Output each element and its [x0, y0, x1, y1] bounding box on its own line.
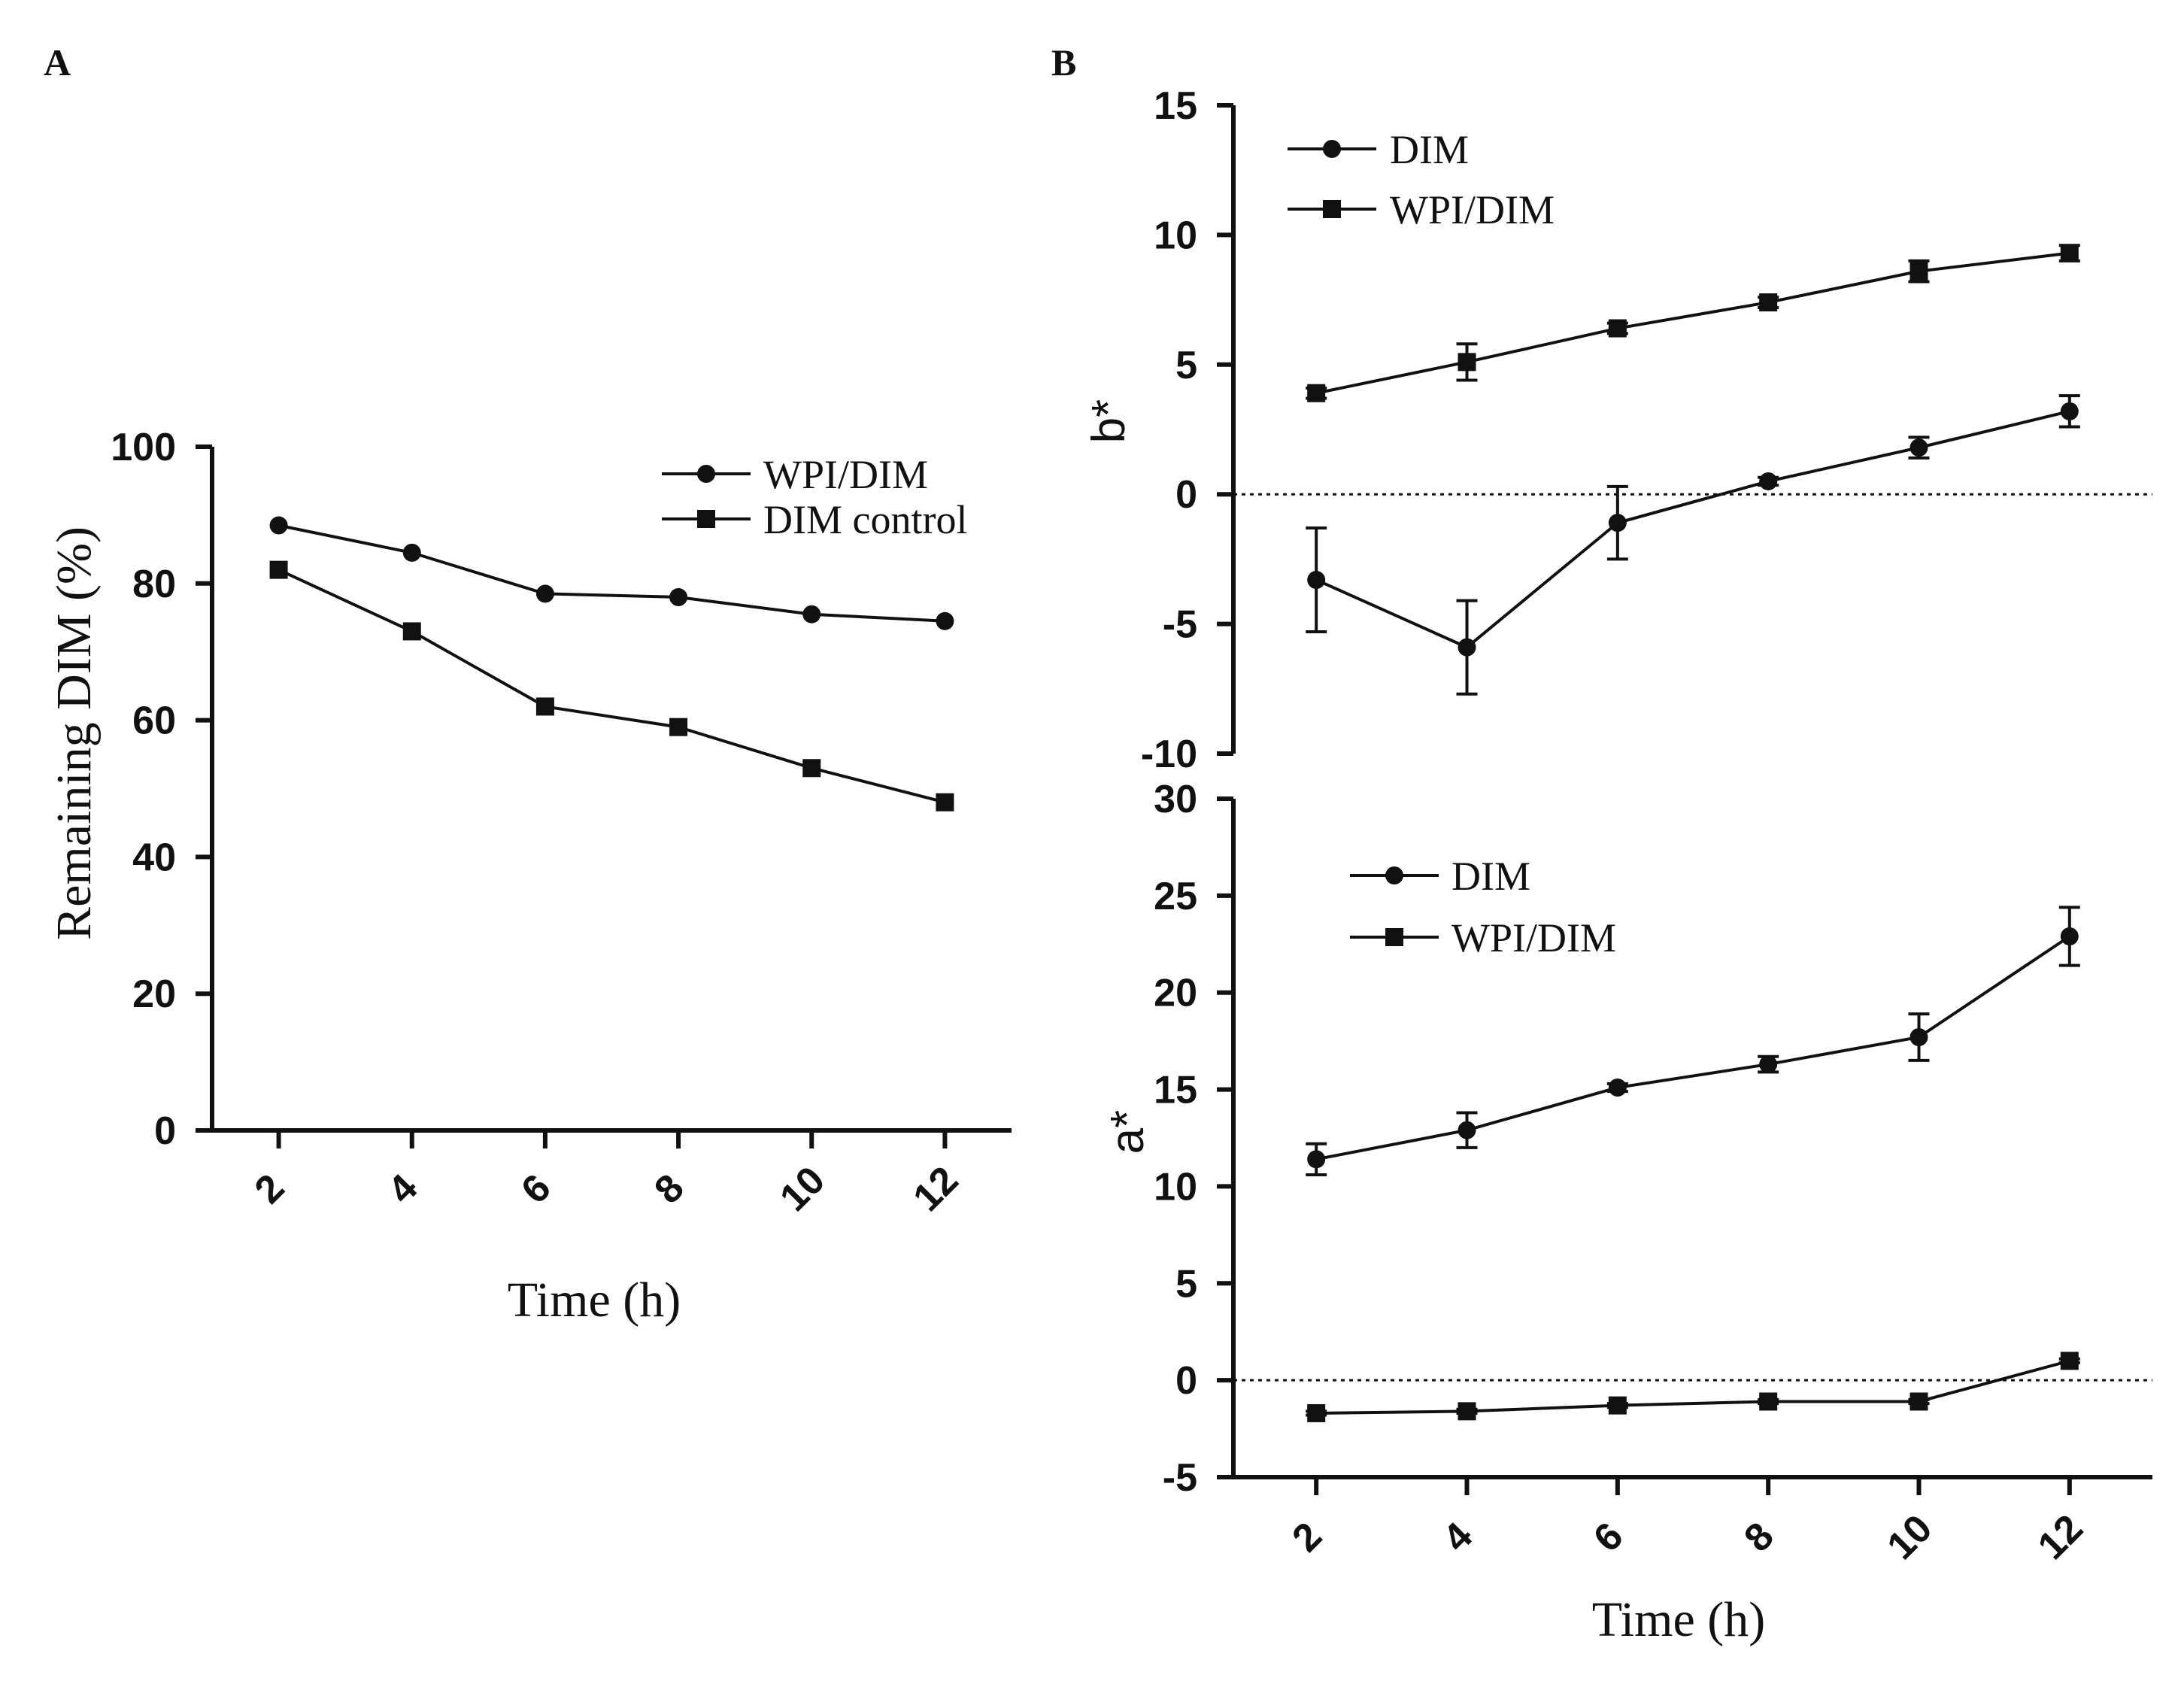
x-tick-label: 8: [1736, 1514, 1782, 1560]
chart-panelBtop: -10 -5 0 5 10 15 DIM WPI/DIM b*: [1083, 84, 2152, 776]
y-tick-label: 15: [1154, 84, 1197, 128]
y-tick-label: 25: [1154, 875, 1197, 918]
data-point: [1608, 514, 1627, 532]
x-axis-title: Time (h): [508, 1273, 681, 1327]
y-tick-label: 20: [132, 972, 176, 1016]
data-point: [2060, 927, 2079, 945]
data-point: [1458, 353, 1476, 372]
legend-label: WPI/DIM: [763, 452, 928, 497]
data-point: [1458, 1402, 1476, 1421]
data-point: [269, 560, 288, 579]
series-line: [278, 568, 945, 804]
data-point: [1909, 1027, 1928, 1046]
y-tick-label: -5: [1163, 1456, 1197, 1500]
x-tick-label: 8: [646, 1166, 692, 1212]
data-point: [2060, 1352, 2079, 1370]
legend-label: WPI/DIM: [1390, 187, 1555, 232]
y-tick-label: -5: [1163, 603, 1197, 647]
legend-marker: [1385, 928, 1403, 946]
y-axis-title: Remaining DIM (%): [47, 526, 102, 940]
y-tick-label: 40: [132, 836, 176, 879]
data-point: [936, 793, 954, 812]
data-point: [1759, 293, 1778, 312]
x-tick-label: 4: [1435, 1514, 1482, 1561]
data-point: [1759, 1055, 1778, 1074]
data-point: [1909, 1392, 1928, 1411]
legend-label: DIM: [1451, 854, 1530, 899]
data-point: [1458, 638, 1476, 657]
data-point: [402, 543, 421, 562]
data-point: [1759, 472, 1778, 490]
x-tick-label: 10: [772, 1158, 833, 1220]
y-tick-label: 5: [1175, 1262, 1197, 1306]
legend-label: WPI/DIM: [1451, 915, 1616, 960]
data-point: [669, 718, 688, 736]
x-tick-label: 12: [2030, 1506, 2091, 1568]
y-tick-label: 0: [1175, 473, 1197, 517]
series-line: [278, 523, 945, 623]
panel-label-a: A: [44, 41, 71, 83]
data-point: [269, 516, 288, 535]
data-point: [1608, 1396, 1627, 1415]
y-tick-label: 10: [1154, 214, 1197, 257]
data-point: [1909, 438, 1928, 457]
data-point: [2060, 244, 2079, 262]
y-tick-label: 20: [1154, 972, 1197, 1015]
x-tick-label: 6: [1585, 1514, 1631, 1560]
x-tick-label: 4: [380, 1166, 426, 1212]
y-tick-label: 0: [1175, 1359, 1197, 1403]
data-point: [1307, 1403, 1326, 1422]
data-point: [1909, 262, 1928, 281]
data-point: [1307, 384, 1326, 402]
data-point: [535, 584, 554, 603]
y-tick-label: 30: [1154, 778, 1197, 821]
data-point: [802, 605, 821, 624]
data-point: [2060, 402, 2079, 420]
legend-label: DIM: [1390, 127, 1469, 172]
x-axis-title: Time (h): [1592, 1592, 1765, 1647]
legend-marker: [1323, 200, 1341, 218]
x-tick-label: 2: [247, 1166, 293, 1212]
legend-marker: [1385, 866, 1403, 884]
y-tick-label: 5: [1175, 344, 1197, 387]
y-tick-label: 60: [132, 699, 176, 743]
series-line: [1315, 251, 2070, 395]
y-tick-label: 15: [1154, 1069, 1197, 1112]
y-tick-label: 100: [111, 426, 176, 469]
data-point: [936, 611, 954, 630]
legend-label: DIM control: [763, 497, 967, 542]
data-point: [535, 697, 554, 716]
chart-panelBbottom: -5 0 5 10 15 20 25 30 2 4 6 8 10 12 DIM WPI/DIM Time (h)…: [1102, 778, 2152, 1647]
data-point: [1458, 1121, 1476, 1139]
data-point: [1608, 1078, 1627, 1097]
data-point: [1307, 1150, 1326, 1169]
panel-label-b: B: [1051, 41, 1077, 83]
y-tick-label: 10: [1154, 1165, 1197, 1209]
x-tick-label: 2: [1284, 1514, 1330, 1560]
data-point: [1759, 1392, 1778, 1411]
y-tick-label: -10: [1141, 733, 1197, 776]
series-line: [1315, 409, 2070, 649]
x-tick-label: 6: [513, 1166, 559, 1212]
legend-marker: [1323, 140, 1341, 158]
x-tick-label: 10: [1879, 1506, 1941, 1568]
data-point: [402, 622, 421, 641]
x-tick-label: 12: [905, 1158, 966, 1220]
y-axis-title: b*: [1083, 399, 1135, 444]
data-point: [669, 587, 688, 606]
data-point: [1608, 319, 1627, 338]
y-tick-label: 0: [154, 1109, 176, 1153]
series-line: [1315, 935, 2070, 1161]
data-point: [1307, 570, 1326, 589]
series-line: [1316, 1359, 2070, 1415]
legend-marker: [697, 510, 715, 528]
y-tick-label: 80: [132, 563, 176, 606]
y-axis-title: a*: [1102, 1110, 1154, 1154]
legend-marker: [697, 465, 715, 483]
data-point: [802, 759, 821, 778]
